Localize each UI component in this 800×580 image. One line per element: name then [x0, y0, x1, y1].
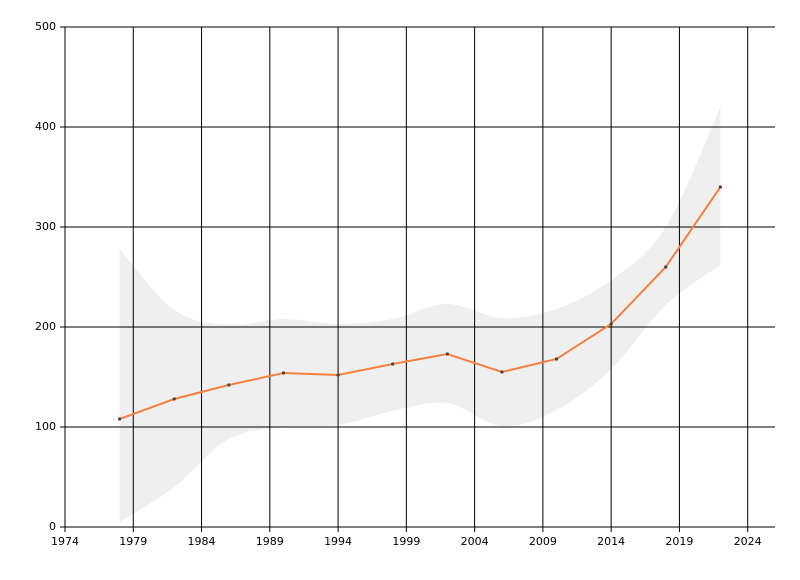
x-tick-label: 1989 [256, 535, 284, 548]
data-point [609, 322, 613, 326]
x-tick-label: 2019 [665, 535, 693, 548]
data-point [227, 383, 231, 387]
data-point [554, 357, 559, 361]
data-point [281, 371, 286, 375]
confidence-band [119, 107, 721, 522]
data-line [119, 186, 722, 420]
x-tick-label: 2004 [461, 535, 489, 548]
x-tick-label: 1984 [188, 535, 216, 548]
y-tick-label: 500 [35, 20, 56, 33]
x-tick-label: 2009 [529, 535, 557, 548]
x-tick-label: 2014 [597, 535, 625, 548]
y-tick-label: 200 [35, 320, 56, 333]
y-tick-label: 0 [49, 520, 56, 533]
x-tick-label: 1999 [392, 535, 420, 548]
data-point [336, 373, 340, 377]
data-point [118, 417, 122, 421]
data-point [500, 370, 504, 374]
y-tick-label: 400 [35, 120, 56, 133]
data-point [172, 397, 176, 401]
data-point [445, 352, 449, 356]
x-tick-label: 1979 [119, 535, 147, 548]
data-point [391, 362, 395, 366]
x-tick-label: 1974 [51, 535, 79, 548]
y-tick-label: 100 [35, 420, 56, 433]
data-point [718, 185, 722, 189]
x-tick-label: 1994 [324, 535, 352, 548]
data-point [664, 265, 668, 269]
x-tick-label: 2024 [734, 535, 762, 548]
y-tick-label: 300 [35, 220, 56, 233]
